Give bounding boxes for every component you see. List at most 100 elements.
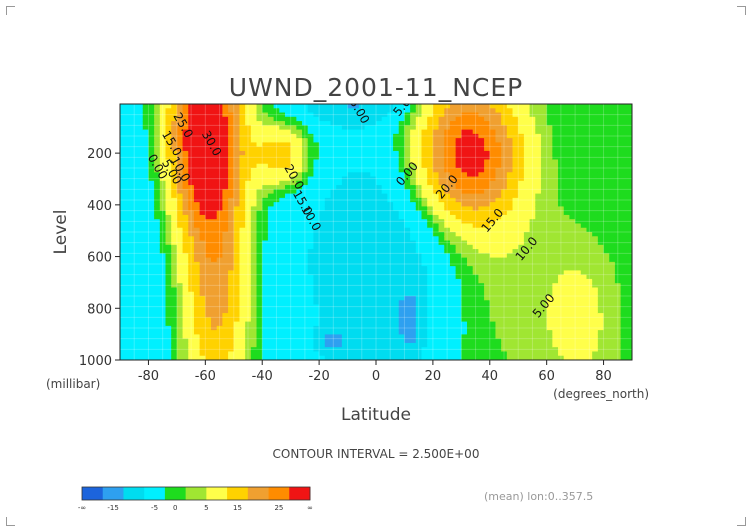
contour-cell bbox=[467, 266, 474, 271]
contour-cell bbox=[427, 351, 434, 357]
contour-cell bbox=[563, 202, 571, 207]
contour-cell bbox=[467, 206, 474, 212]
contour-cell bbox=[279, 121, 286, 126]
contour-cell bbox=[421, 249, 428, 254]
contour-cell bbox=[279, 321, 286, 327]
contour-cell bbox=[393, 342, 400, 348]
contour-cell bbox=[290, 210, 297, 216]
contour-cell bbox=[233, 104, 241, 109]
contour-cell bbox=[302, 287, 309, 293]
contour-cell bbox=[216, 159, 223, 165]
contour-cell bbox=[279, 261, 286, 267]
contour-cell bbox=[267, 330, 275, 335]
contour-cell bbox=[432, 163, 440, 169]
contour-cell bbox=[535, 133, 542, 139]
contour-cell bbox=[233, 342, 241, 348]
contour-cell bbox=[353, 244, 360, 250]
contour-cell bbox=[256, 313, 263, 318]
contour-cell bbox=[199, 121, 206, 126]
contour-cell bbox=[137, 210, 144, 216]
contour-cell bbox=[449, 283, 457, 289]
contour-cell bbox=[131, 330, 138, 335]
contour-cell bbox=[176, 355, 184, 360]
contour-cell bbox=[370, 355, 377, 360]
contour-cell bbox=[495, 278, 502, 284]
contour-cell bbox=[404, 108, 411, 114]
contour-cell bbox=[558, 347, 565, 353]
contour-cell bbox=[336, 223, 343, 229]
contour-cell bbox=[307, 330, 315, 335]
contour-cell bbox=[222, 257, 229, 263]
contour-cell bbox=[381, 325, 388, 331]
contour-cell bbox=[410, 125, 417, 131]
contour-cell bbox=[336, 159, 343, 165]
contour-cell bbox=[250, 112, 258, 118]
contour-cell bbox=[273, 159, 280, 165]
contour-cell bbox=[199, 283, 206, 289]
contour-cell bbox=[387, 249, 394, 254]
contour-cell bbox=[267, 270, 275, 276]
contour-cell bbox=[142, 313, 150, 318]
contour-cell bbox=[154, 206, 161, 212]
contour-cell bbox=[211, 172, 218, 178]
contour-cell bbox=[228, 355, 235, 360]
contour-cell bbox=[193, 325, 201, 331]
contour-cell bbox=[580, 185, 588, 190]
contour-cell bbox=[370, 321, 377, 327]
contour-cell bbox=[358, 108, 366, 114]
contour-cell bbox=[398, 266, 406, 271]
contour-cell bbox=[256, 232, 263, 237]
contour-cell bbox=[284, 300, 292, 306]
contour-cell bbox=[410, 150, 417, 156]
contour-cell bbox=[472, 296, 479, 301]
contour-cell bbox=[376, 159, 383, 165]
contour-cell bbox=[353, 313, 360, 318]
contour-cell bbox=[216, 261, 223, 267]
contour-cell bbox=[478, 202, 485, 207]
contour-cell bbox=[120, 313, 127, 318]
contour-cell bbox=[501, 270, 508, 276]
contour-cell bbox=[552, 249, 559, 254]
contour-cell bbox=[404, 308, 411, 314]
contour-cell bbox=[341, 313, 349, 318]
contour-cell bbox=[563, 104, 571, 109]
contour-cell bbox=[438, 308, 445, 314]
contour-cell bbox=[188, 304, 195, 310]
contour-cell bbox=[262, 338, 269, 344]
contour-cell bbox=[125, 249, 132, 254]
contour-cell bbox=[563, 300, 571, 306]
contour-cell bbox=[279, 185, 286, 190]
contour-cell bbox=[176, 129, 184, 135]
contour-cell bbox=[245, 108, 252, 114]
contour-cell bbox=[381, 266, 388, 271]
contour-cell bbox=[188, 308, 195, 314]
contour-cell bbox=[512, 300, 519, 306]
contour-cell bbox=[393, 355, 400, 360]
contour-cell bbox=[211, 138, 218, 143]
contour-cell bbox=[421, 176, 428, 182]
contour-cell bbox=[302, 125, 309, 131]
contour-cell bbox=[171, 172, 178, 178]
contour-cell bbox=[159, 253, 167, 259]
contour-cell bbox=[245, 121, 252, 126]
contour-cell bbox=[250, 125, 258, 131]
contour-cell bbox=[319, 193, 326, 199]
contour-cell bbox=[529, 266, 536, 271]
contour-cell bbox=[592, 146, 599, 152]
contour-cell bbox=[415, 266, 423, 271]
contour-cell bbox=[427, 342, 434, 348]
contour-cell bbox=[120, 308, 127, 314]
contour-cell bbox=[575, 317, 582, 323]
contour-cell bbox=[313, 283, 320, 289]
contour-cell bbox=[540, 351, 548, 357]
contour-cell bbox=[222, 206, 229, 212]
contour-cell bbox=[478, 159, 485, 165]
contour-cell bbox=[216, 321, 223, 327]
contour-cell bbox=[233, 334, 241, 340]
contour-cell bbox=[438, 180, 445, 186]
contour-cell bbox=[535, 330, 542, 335]
contour-cell bbox=[381, 300, 388, 306]
contour-cell bbox=[387, 308, 394, 314]
contour-cell bbox=[154, 185, 161, 190]
contour-cell bbox=[148, 172, 155, 178]
